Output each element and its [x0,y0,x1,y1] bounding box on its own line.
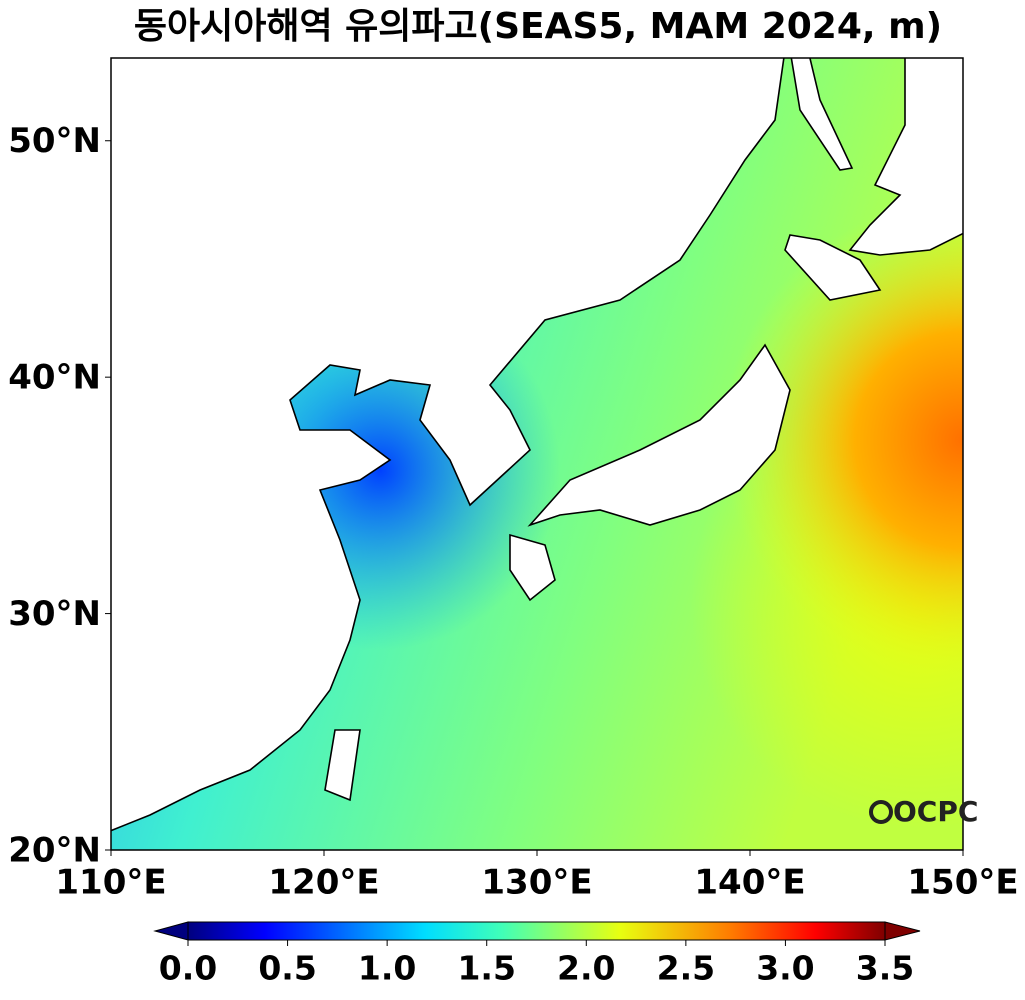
x-tick-label: 150°E [907,863,1018,903]
y-tick-label: 20°N [8,831,101,871]
logo-icon [869,800,893,824]
y-tick-label: 50°N [8,121,101,161]
x-tick-label: 130°E [481,863,592,903]
colorbar-tick-label: 1.5 [457,949,515,988]
x-tick-label: 140°E [694,863,805,903]
chart-title: 동아시아해역 유의파고(SEAS5, MAM 2024, m) [134,6,942,47]
land [111,58,963,832]
colorbar-extend [884,921,921,941]
colorbar-tick-label: 0.5 [258,949,316,988]
y-tick-label: 30°N [8,594,101,634]
y-tick-label: 40°N [8,358,101,398]
colorbar-tick-label: 2.0 [557,949,615,988]
colorbar-tick-label: 2.5 [657,949,715,988]
colorbar-tick-label: 3.5 [856,949,914,988]
colorbar-tick-label: 1.0 [358,949,416,988]
x-tick-label: 110°E [55,863,166,903]
colorbar [153,921,921,941]
colorbar-tick-label: 3.0 [756,949,814,988]
colorbar-extend [153,921,189,941]
x-tick-label: 120°E [268,863,379,903]
map [111,58,963,850]
logo: OCPC [869,795,978,828]
colorbar-bar [187,921,886,941]
logo-text: OCPC [893,795,978,828]
colorbar-tick-label: 0.0 [159,949,217,988]
